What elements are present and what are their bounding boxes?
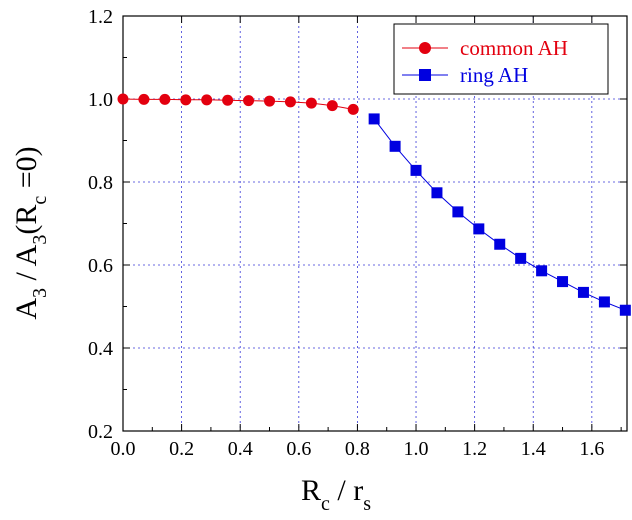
data-point-ring-ah [515, 252, 527, 264]
x-axis-label-sub1: c [321, 493, 330, 515]
x-axis-label: Rc / rs [301, 474, 371, 515]
series-layer [117, 93, 631, 316]
x-axis-label-mid: / r [330, 474, 363, 507]
legend-label-ring-ah: ring AH [460, 63, 528, 87]
y-axis-label-s1: 3 [29, 288, 51, 298]
y-axis-label-p4: =0) [10, 146, 43, 195]
y-tick-label: 0.2 [88, 421, 113, 443]
x-tick-label: 1.4 [521, 438, 546, 460]
y-tick-label: 0.8 [88, 172, 113, 194]
legend-marker-common-ah [419, 42, 431, 54]
data-point-ring-ah [494, 238, 506, 250]
legend-marker-ring-ah [419, 69, 431, 81]
x-tick-label: 0.0 [111, 438, 136, 460]
series-line-common-ah [122, 98, 354, 110]
data-point-ring-ah [431, 187, 443, 199]
x-tick-label: 1.2 [462, 438, 487, 460]
data-point-common-ah [284, 96, 296, 108]
y-axis-label: A3 / A3(Rc =0) [10, 146, 51, 319]
data-point-common-ah [222, 94, 234, 106]
legend: common AH ring AH [393, 23, 609, 95]
grid-lines [123, 16, 627, 431]
data-point-ring-ah [557, 276, 569, 288]
x-axis-label-sub2: s [363, 493, 371, 515]
y-axis-label-s2: 3 [29, 235, 51, 245]
y-tick-label: 0.4 [88, 338, 113, 360]
y-axis-label-p1: A [10, 298, 43, 320]
series-line-ring-ah [373, 118, 626, 311]
data-point-common-ah [264, 95, 276, 107]
x-tick-label: 0.6 [286, 438, 311, 460]
data-point-ring-ah [473, 223, 485, 235]
data-point-common-ah [159, 93, 171, 105]
data-point-common-ah [243, 95, 255, 107]
y-axis-label-s3: c [29, 196, 51, 205]
data-point-ring-ah [389, 140, 401, 152]
x-tick-label: 1.6 [579, 438, 604, 460]
data-point-common-ah [117, 93, 129, 105]
y-tick-label: 1.0 [88, 89, 113, 111]
data-point-ring-ah [410, 164, 422, 176]
y-axis-label-p2: / A [10, 244, 43, 288]
x-tick-label: 0.4 [228, 438, 253, 460]
legend-box [393, 23, 609, 95]
data-point-common-ah [180, 94, 192, 106]
y-tick-label: 0.6 [88, 255, 113, 277]
data-point-common-ah [347, 103, 359, 115]
data-point-common-ah [326, 100, 338, 112]
data-point-ring-ah [452, 206, 464, 218]
y-tick-label: 1.2 [88, 6, 113, 28]
axis-ticks: 0.0 0.2 0.4 0.6 0.8 1.0 1.2 1.4 1.60.20.40.60.81… [88, 6, 627, 460]
data-point-ring-ah [598, 296, 610, 308]
data-point-common-ah [305, 97, 317, 109]
data-point-ring-ah [619, 304, 631, 316]
x-tick-label: 1.0 [404, 438, 429, 460]
y-axis-label-p3: (R [10, 205, 43, 235]
data-point-ring-ah [577, 286, 589, 298]
x-axis-label-main: R [301, 474, 321, 507]
data-point-ring-ah [536, 265, 548, 277]
data-point-common-ah [201, 94, 213, 106]
data-point-common-ah [138, 93, 150, 105]
legend-label-common-ah: common AH [460, 36, 568, 60]
data-point-ring-ah [368, 113, 380, 125]
x-tick-label: 0.2 [169, 438, 194, 460]
x-tick-label: 0.8 [345, 438, 370, 460]
